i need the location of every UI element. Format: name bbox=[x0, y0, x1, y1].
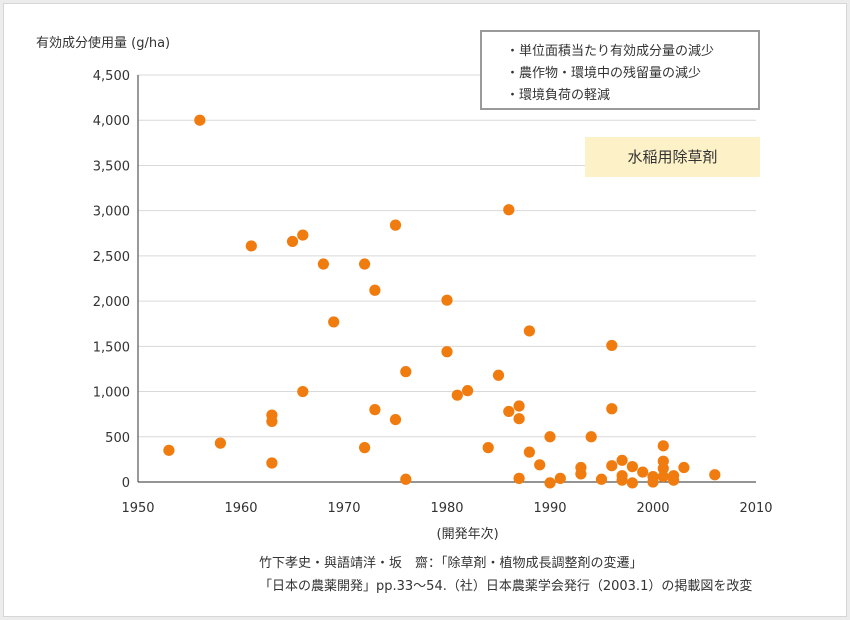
source-line-2: 「日本の農薬開発」pp.33～54.（社）日本農薬学会発行（2003.1）の掲載… bbox=[259, 579, 753, 594]
data-point bbox=[523, 325, 536, 337]
data-point bbox=[503, 204, 515, 216]
data-point bbox=[647, 476, 659, 488]
legend-item: ・単位面積当たり有効成分量の減少 bbox=[506, 44, 715, 59]
x-tick-label: 1960 bbox=[224, 501, 257, 516]
data-point bbox=[678, 461, 690, 474]
data-point bbox=[297, 229, 309, 241]
y-axis-label: 有効成分使用量 (g/ha) bbox=[36, 36, 171, 51]
data-point bbox=[554, 472, 566, 484]
y-tick-label: 0 bbox=[122, 476, 130, 491]
data-point bbox=[266, 457, 278, 469]
legend-item: ・環境負荷の軽減 bbox=[506, 88, 611, 103]
x-axis-label: (開発年次) bbox=[437, 526, 499, 542]
x-tick-label: 2000 bbox=[636, 501, 669, 516]
data-point bbox=[441, 346, 453, 358]
data-point bbox=[245, 240, 257, 252]
data-point bbox=[657, 470, 669, 483]
data-point bbox=[400, 473, 412, 485]
data-point bbox=[194, 114, 206, 126]
data-point bbox=[626, 477, 639, 489]
data-point bbox=[451, 389, 463, 401]
data-point bbox=[441, 294, 453, 306]
data-point bbox=[389, 413, 402, 426]
data-point bbox=[657, 462, 669, 475]
data-point bbox=[359, 442, 371, 454]
y-tick-label: 2,000 bbox=[93, 295, 130, 310]
y-tick-label: 4,000 bbox=[93, 114, 130, 129]
y-tick-label: 3,500 bbox=[93, 159, 130, 174]
category-tag: 水稲用除草剤 bbox=[585, 137, 760, 177]
data-point bbox=[482, 442, 494, 454]
data-point bbox=[709, 469, 721, 481]
data-point bbox=[317, 258, 329, 270]
x-tick-label: 1970 bbox=[327, 501, 360, 516]
x-tick-label: 1980 bbox=[430, 501, 463, 516]
data-point bbox=[163, 444, 175, 456]
data-point bbox=[534, 459, 546, 471]
x-tick-label: 1950 bbox=[121, 501, 154, 516]
data-point bbox=[616, 474, 628, 486]
data-point bbox=[637, 466, 649, 478]
data-point bbox=[606, 460, 618, 472]
data-point bbox=[606, 339, 618, 352]
legend-item: ・農作物・環境中の残留量の減少 bbox=[506, 66, 702, 81]
data-point bbox=[585, 431, 597, 443]
legend-box: ・単位面積当たり有効成分量の減少 ・農作物・環境中の残留量の減少 ・環境負荷の軽… bbox=[480, 30, 760, 110]
x-tick-label: 1990 bbox=[533, 501, 566, 516]
y-tick-label: 2,500 bbox=[93, 250, 130, 265]
data-point bbox=[657, 440, 669, 452]
data-point bbox=[544, 477, 556, 489]
data-point bbox=[606, 403, 618, 415]
data-point bbox=[513, 472, 525, 484]
data-point bbox=[462, 385, 474, 397]
data-point bbox=[359, 258, 371, 270]
data-point bbox=[595, 473, 608, 485]
data-point bbox=[400, 366, 412, 378]
data-point bbox=[575, 468, 587, 480]
data-point bbox=[513, 400, 525, 412]
data-point bbox=[523, 446, 536, 458]
data-point bbox=[297, 385, 309, 398]
data-point bbox=[544, 431, 556, 443]
data-point bbox=[668, 474, 680, 486]
data-point bbox=[328, 316, 340, 328]
data-point bbox=[616, 454, 628, 466]
y-tick-label: 500 bbox=[105, 431, 130, 446]
data-point bbox=[266, 415, 278, 428]
data-point bbox=[369, 284, 381, 296]
x-tick-label: 2010 bbox=[739, 501, 772, 516]
y-tick-label: 3,000 bbox=[93, 205, 130, 220]
y-tick-label: 1,000 bbox=[93, 386, 130, 401]
data-point bbox=[492, 369, 505, 381]
data-point bbox=[389, 219, 402, 231]
data-point bbox=[626, 461, 639, 473]
data-point bbox=[503, 405, 515, 418]
y-tick-label: 4,500 bbox=[93, 69, 130, 84]
data-point bbox=[214, 437, 226, 449]
data-point bbox=[286, 235, 299, 248]
source-line-1: 竹下孝史・與語靖洋・坂 齋：「除草剤・植物成長調整剤の変遷」 bbox=[259, 556, 643, 571]
data-point bbox=[369, 404, 381, 416]
data-point bbox=[513, 413, 525, 425]
y-tick-label: 1,500 bbox=[93, 340, 130, 355]
